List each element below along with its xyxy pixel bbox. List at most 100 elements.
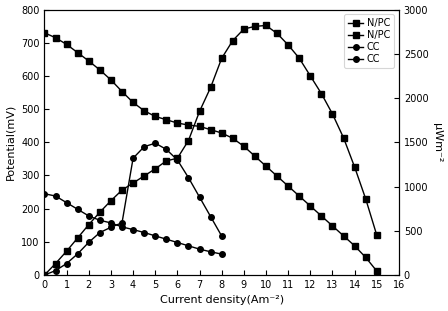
CC [97, 231, 103, 234]
N/PC [297, 194, 302, 198]
CC [42, 192, 47, 196]
N/PC [153, 114, 158, 118]
CC [64, 262, 69, 265]
N/PC [319, 92, 324, 95]
CC [53, 269, 58, 272]
CC [53, 194, 58, 198]
N/PC [219, 131, 224, 135]
CC [108, 225, 114, 229]
N/PC [263, 24, 269, 27]
N/PC [285, 43, 291, 47]
N/PC [341, 136, 346, 140]
CC [186, 176, 191, 179]
CC [42, 273, 47, 277]
Line: N/PC: N/PC [42, 23, 379, 278]
CC [164, 147, 169, 151]
N/PC [108, 199, 114, 202]
Line: CC: CC [42, 140, 224, 278]
CC [153, 234, 158, 238]
N/PC [208, 128, 213, 132]
N/PC [330, 112, 335, 116]
N/PC [241, 27, 246, 31]
Y-axis label: Potential(mV): Potential(mV) [5, 104, 16, 180]
N/PC [86, 223, 91, 226]
CC [197, 195, 202, 199]
N/PC [86, 59, 91, 63]
N/PC [363, 256, 368, 259]
N/PC [330, 224, 335, 228]
N/PC [64, 43, 69, 46]
N/PC [175, 156, 180, 160]
N/PC [308, 74, 313, 78]
N/PC [186, 123, 191, 127]
N/PC [219, 56, 224, 60]
CC [86, 214, 91, 218]
N/PC [341, 234, 346, 238]
CC [75, 252, 80, 256]
CC [64, 201, 69, 205]
N/PC [164, 159, 169, 163]
CC [219, 252, 224, 256]
N/PC [186, 139, 191, 142]
Y-axis label: μWm⁻²: μWm⁻² [432, 123, 443, 162]
N/PC [308, 204, 313, 208]
CC [219, 234, 224, 238]
N/PC [319, 214, 324, 218]
N/PC [197, 109, 202, 113]
N/PC [53, 36, 58, 39]
CC [164, 237, 169, 241]
CC [119, 221, 125, 225]
CC [175, 241, 180, 244]
N/PC [119, 188, 125, 192]
N/PC [164, 118, 169, 122]
N/PC [97, 210, 103, 214]
Line: N/PC: N/PC [42, 30, 379, 274]
N/PC [374, 233, 379, 237]
N/PC [230, 39, 236, 42]
N/PC [42, 31, 47, 35]
N/PC [153, 167, 158, 171]
Line: CC: CC [42, 191, 224, 257]
CC [108, 221, 114, 225]
CC [153, 141, 158, 145]
N/PC [64, 249, 69, 253]
N/PC [374, 269, 379, 273]
N/PC [75, 51, 80, 54]
CC [186, 244, 191, 248]
N/PC [363, 197, 368, 201]
N/PC [252, 154, 258, 158]
N/PC [352, 244, 358, 248]
CC [130, 156, 136, 160]
N/PC [275, 32, 280, 35]
N/PC [119, 90, 125, 93]
N/PC [142, 109, 147, 113]
CC [142, 231, 147, 234]
CC [208, 250, 213, 254]
N/PC [297, 56, 302, 60]
N/PC [352, 165, 358, 169]
N/PC [230, 137, 236, 140]
N/PC [252, 25, 258, 28]
CC [86, 240, 91, 244]
N/PC [275, 174, 280, 178]
N/PC [75, 236, 80, 240]
X-axis label: Current density(Am⁻²): Current density(Am⁻²) [159, 295, 284, 305]
N/PC [241, 144, 246, 148]
N/PC [263, 164, 269, 168]
N/PC [108, 78, 114, 82]
N/PC [130, 100, 136, 104]
N/PC [142, 174, 147, 178]
CC [130, 228, 136, 231]
N/PC [42, 273, 47, 277]
CC [142, 145, 147, 149]
CC [75, 207, 80, 211]
Legend: N/PC, N/PC, CC, CC: N/PC, N/PC, CC, CC [345, 14, 394, 68]
CC [197, 247, 202, 251]
N/PC [97, 68, 103, 72]
CC [175, 158, 180, 162]
N/PC [130, 181, 136, 185]
N/PC [197, 124, 202, 128]
N/PC [53, 262, 58, 265]
N/PC [175, 121, 180, 125]
N/PC [285, 184, 291, 188]
